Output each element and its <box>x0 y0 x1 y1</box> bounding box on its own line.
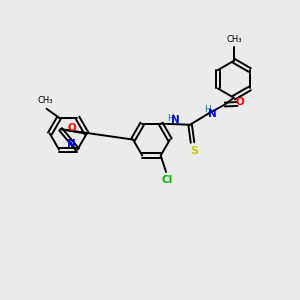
Text: N: N <box>208 109 217 119</box>
Text: CH₃: CH₃ <box>37 96 53 105</box>
Text: CH₃: CH₃ <box>226 35 242 44</box>
Text: H: H <box>204 105 210 114</box>
Text: Cl: Cl <box>161 176 172 185</box>
Text: O: O <box>68 123 76 133</box>
Text: N: N <box>171 115 179 125</box>
Text: H: H <box>167 114 173 123</box>
Text: S: S <box>190 146 198 156</box>
Text: N: N <box>67 139 76 149</box>
Text: O: O <box>236 98 245 107</box>
